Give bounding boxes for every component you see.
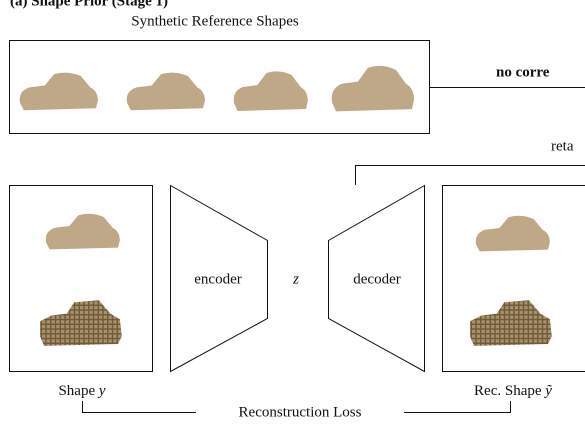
- loss-line-right: [404, 401, 511, 413]
- output-car: [475, 215, 550, 252]
- output-box: [442, 185, 585, 372]
- loss-label: Reconstruction Loss: [239, 404, 362, 420]
- output-caption: Rec. Shape ỹ: [474, 383, 552, 399]
- latent-label: z: [292, 271, 299, 287]
- input-voxels: [40, 300, 122, 346]
- encoder-label: encoder: [194, 271, 241, 287]
- decoder-label: decoder: [353, 271, 400, 287]
- input-box: [9, 185, 153, 372]
- decoder-shape: [328, 184, 425, 373]
- retain-line: [355, 165, 585, 185]
- input-car: [45, 213, 120, 250]
- reference-label: Synthetic Reference Shapes: [131, 13, 299, 29]
- header-title: (a) Shape Prior (Stage 1): [10, 0, 168, 9]
- reference-arrow-label: no corre: [496, 64, 550, 80]
- reference-cars: [19, 65, 414, 112]
- encoder-shape: [170, 184, 268, 373]
- loss-line-left: [82, 401, 196, 413]
- retain-label: reta: [551, 138, 574, 154]
- reference-box: [9, 40, 430, 134]
- input-caption: Shape y: [58, 383, 105, 399]
- output-voxels: [470, 300, 552, 346]
